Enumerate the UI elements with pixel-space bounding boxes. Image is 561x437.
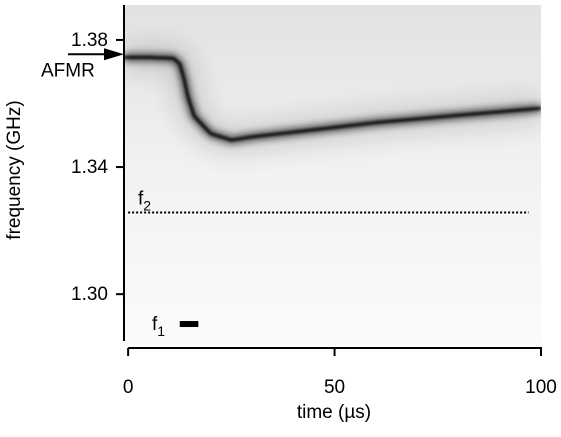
f-label: f2 [138,188,151,213]
f-subscript: 2 [143,197,151,213]
afmr-label: AFMR [41,60,95,81]
heatmap [124,42,541,263]
y-tick-label: 1.30 [71,284,108,305]
x-tick-label: 100 [525,377,557,398]
x-tick-label: 50 [324,377,345,398]
x-axis-title: time (µs) [297,402,371,423]
f-letter: f [138,188,144,209]
afmr-arrowhead [104,48,124,61]
x-tick-label: 0 [123,377,134,398]
resonance-line [124,55,541,142]
y-tick-label: 1.38 [71,30,108,51]
y-axis-title: frequency (GHz) [4,100,25,239]
f1-bar [179,321,199,328]
y-tick-label: 1.34 [71,157,108,178]
f-subscript: 1 [157,323,165,339]
f-letter: f [152,314,158,335]
f-label: f1 [152,314,165,339]
